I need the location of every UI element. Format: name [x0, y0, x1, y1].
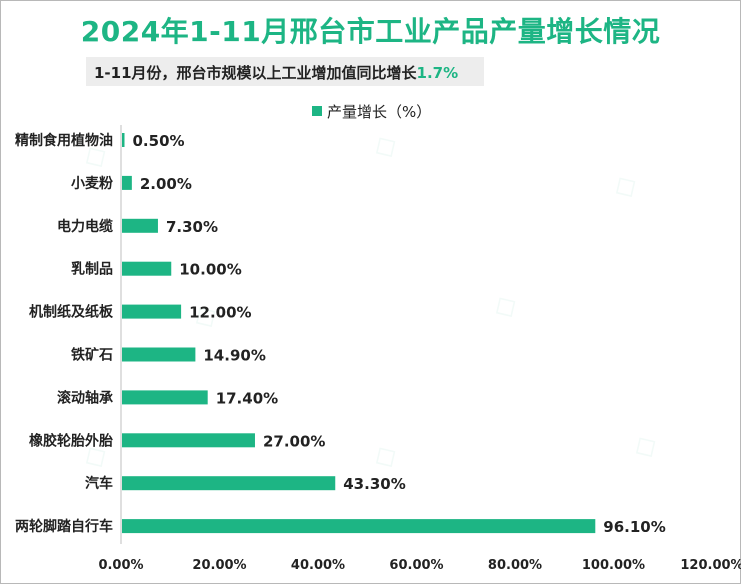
value-label: 0.50%: [133, 132, 185, 150]
value-label: 17.40%: [216, 389, 278, 407]
bar: [122, 347, 196, 362]
value-label: 12.00%: [189, 304, 251, 322]
value-label: 43.30%: [343, 475, 405, 493]
subtitle: 1-11月份，邢台市规模以上工业增加值同比增长1.7%: [94, 62, 458, 83]
x-tick-labels: 0.00% 20.00% 40.00% 60.00% 80.00% 100.00% 120.…: [98, 558, 741, 573]
watermark-mark: ◇: [606, 165, 644, 207]
bar: [122, 433, 255, 448]
x-tick-label: 60.00%: [389, 558, 443, 573]
category-label: 精制食用植物油: [15, 132, 113, 149]
category-label: 电力电缆: [57, 218, 113, 235]
x-tick-label: 20.00%: [192, 558, 246, 573]
category-label: 滚动轴承: [57, 389, 113, 406]
chart-title: 2024年1-11月邢台市工业产品产量增长情况: [80, 15, 661, 48]
bars-layer: 精制食用植物油 0.50% 小麦粉 2.00% 电力电缆 7.30% 乳制品 10.00% 机制…: [15, 132, 666, 536]
category-label: 两轮脚踏自行车: [15, 518, 113, 535]
category-label: 汽车: [85, 475, 113, 492]
subtitle-highlight: 1.7%: [416, 64, 459, 82]
value-label: 2.00%: [140, 175, 192, 193]
category-label: 机制纸及纸板: [29, 304, 114, 321]
watermark-mark: ◇: [366, 125, 404, 167]
bar: [122, 390, 208, 405]
legend-label: 产量增长（%）: [327, 103, 432, 121]
subtitle-text: 1-11月份，邢台市规模以上工业增加值同比增长: [94, 64, 417, 82]
x-tick-label: 40.00%: [291, 558, 345, 573]
x-tick-label: 100.00%: [582, 558, 645, 573]
x-tick-label: 0.00%: [98, 558, 143, 573]
bar: [122, 519, 596, 534]
bar: [122, 175, 132, 190]
legend: 产量增长（%）: [312, 101, 431, 122]
legend-swatch: [312, 106, 322, 116]
x-tick-label: 120.00%: [680, 558, 741, 573]
value-label: 27.00%: [263, 432, 325, 450]
category-label: 橡胶轮胎外胎: [29, 432, 113, 449]
bar: [122, 476, 336, 491]
bar: [122, 133, 125, 147]
watermark-mark: ◇: [486, 285, 524, 327]
bar: [122, 261, 172, 276]
bar: [122, 218, 158, 233]
x-tick-label: 80.00%: [488, 558, 542, 573]
value-label: 10.00%: [179, 261, 241, 279]
value-label: 14.90%: [203, 347, 265, 365]
watermark-mark: ◇: [366, 435, 404, 477]
category-label: 铁矿石: [71, 347, 113, 364]
category-label: 小麦粉: [71, 175, 113, 192]
bar: [122, 304, 182, 319]
value-label: 7.30%: [166, 218, 218, 236]
subtitle-box: 1-11月份，邢台市规模以上工业增加值同比增长1.7%: [86, 57, 484, 86]
category-label: 乳制品: [71, 261, 113, 278]
value-label: 96.10%: [603, 518, 665, 536]
watermark-mark: ◇: [626, 425, 664, 467]
